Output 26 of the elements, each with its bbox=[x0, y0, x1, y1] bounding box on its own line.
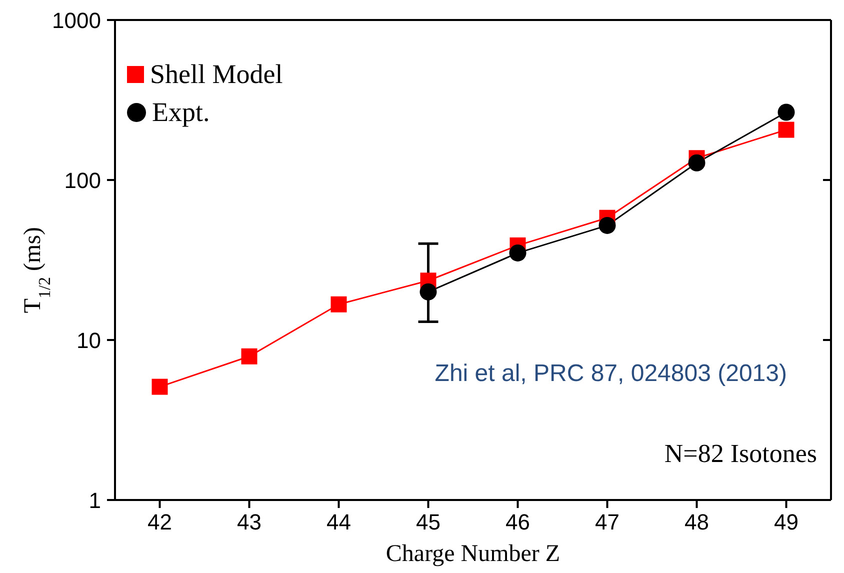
point bbox=[241, 348, 258, 364]
annotation: N=82 Isotones bbox=[664, 439, 817, 469]
legend-label: Expt. bbox=[152, 96, 210, 129]
x-tick-label: 49 bbox=[774, 510, 798, 535]
point bbox=[778, 122, 794, 138]
point bbox=[509, 244, 526, 262]
y-tick-label: 100 bbox=[64, 168, 101, 193]
point bbox=[688, 154, 706, 172]
point bbox=[778, 104, 795, 121]
x-tick-label: 46 bbox=[506, 510, 530, 535]
x-tick-label: 47 bbox=[595, 510, 620, 535]
x-tick-label: 44 bbox=[326, 510, 351, 535]
x-tick-label: 42 bbox=[148, 510, 172, 535]
y-tick-label: 1000 bbox=[52, 8, 101, 33]
y-tick-label: 1 bbox=[88, 488, 101, 513]
x-axis-title: Charge Number Z bbox=[386, 541, 560, 567]
point bbox=[152, 378, 168, 395]
legend-label: Shell Model bbox=[150, 58, 283, 91]
point bbox=[330, 296, 347, 312]
annotation: Zhi et al, PRC 87, 024803 (2013) bbox=[434, 360, 787, 388]
x-tick-label: 48 bbox=[684, 510, 709, 535]
x-tick-label: 43 bbox=[237, 510, 262, 535]
point bbox=[420, 283, 437, 300]
point bbox=[598, 216, 616, 234]
y-tick-label: 10 bbox=[76, 328, 101, 353]
x-tick-label: 45 bbox=[416, 510, 440, 535]
